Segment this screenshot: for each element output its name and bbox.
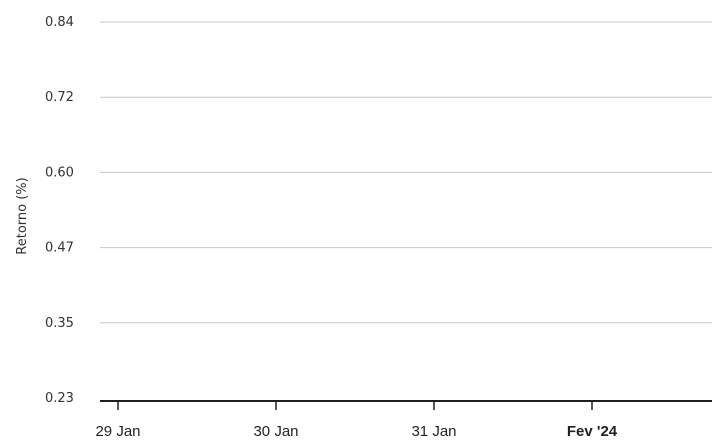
y-tick-label: 0.60 [45,165,74,180]
y-axis-title: Retorno (%) [15,177,30,254]
x-ticks: 29 Jan 30 Jan 31 Jan Fev '24 [95,401,618,440]
gridlines [100,21,712,324]
y-tick-label: 0.47 [45,241,74,256]
x-tick-label: 29 Jan [95,423,140,440]
y-tick-label: 0.84 [45,15,74,30]
x-tick-label: Fev '24 [567,423,618,440]
x-tick-label: 31 Jan [411,423,456,440]
y-tick-label: 0.23 [45,391,74,406]
y-tick-label: 0.72 [45,90,74,105]
x-tick-label: 30 Jan [253,423,298,440]
y-tick-labels: 0.23 0.35 0.47 0.60 0.72 0.84 [45,15,74,406]
y-tick-label: 0.35 [45,316,74,331]
